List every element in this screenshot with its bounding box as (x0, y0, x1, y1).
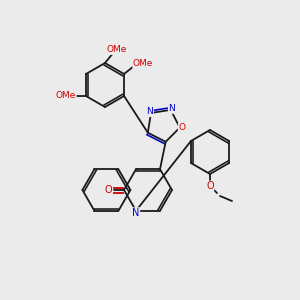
Text: OMe: OMe (133, 59, 153, 68)
Text: OMe: OMe (107, 46, 127, 55)
Text: N: N (168, 104, 175, 113)
Text: O: O (206, 181, 214, 191)
Text: O: O (104, 185, 112, 195)
Text: OMe: OMe (56, 92, 76, 100)
Text: N: N (147, 107, 153, 116)
Text: O: O (178, 123, 185, 132)
Text: N: N (132, 208, 140, 218)
